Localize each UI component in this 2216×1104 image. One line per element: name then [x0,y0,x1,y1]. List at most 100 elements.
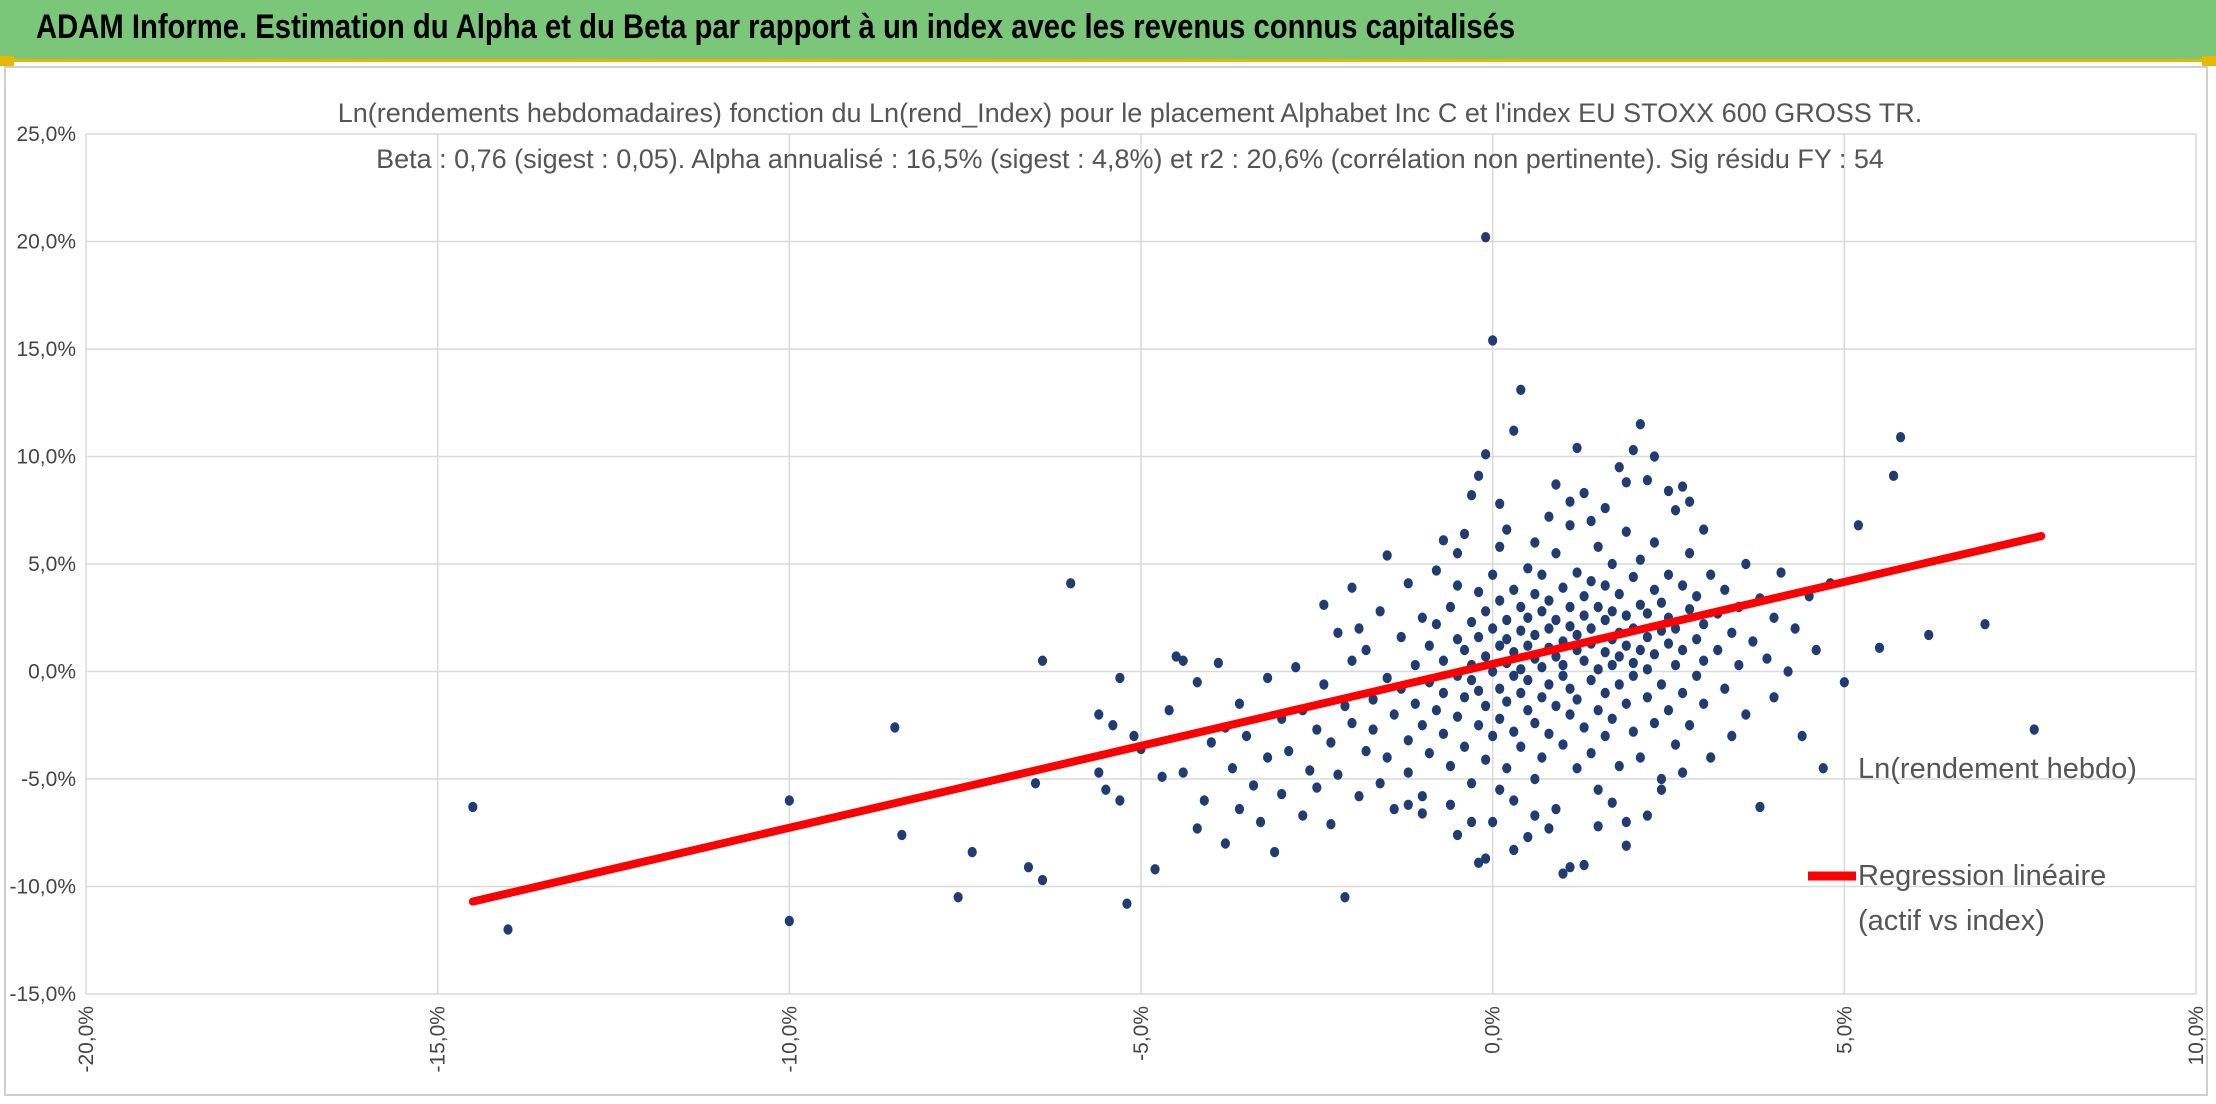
y-tick-label: 15,0% [16,338,76,361]
data-point [1530,773,1540,785]
data-point [1551,803,1561,815]
data-point [1488,569,1498,580]
data-point [1656,679,1667,690]
data-point [1495,683,1505,694]
data-point [1481,232,1491,243]
data-point [1551,614,1561,626]
y-tick-label: 25,0% [16,123,76,146]
data-point [1481,853,1491,864]
data-point [1537,692,1547,703]
data-point [1171,651,1181,662]
data-point [1677,644,1688,656]
data-point [1178,767,1188,778]
data-point [1382,752,1392,763]
data-point [1572,567,1582,578]
data-point [1023,861,1034,873]
data-point [1649,584,1660,595]
legend-label-regression-line2: (actif vs index) [1858,905,2045,937]
data-point [1593,664,1603,675]
data-point [1312,782,1322,793]
data-point [1670,659,1681,671]
data-point [1621,477,1631,488]
data-point [1663,485,1674,497]
data-point [1537,569,1547,580]
data-point [1474,720,1484,731]
data-point [1685,548,1695,559]
data-point [1656,597,1667,608]
data-point [1544,679,1554,690]
data-point [1769,612,1779,623]
data-point [1452,580,1463,591]
data-point [1150,864,1160,875]
data-point [967,846,977,858]
data-point [1368,694,1378,705]
legend-label-regression-line1: Regression linéaire [1858,860,2106,892]
data-point [1523,705,1533,716]
data-point [1481,606,1491,617]
data-point [1326,737,1336,748]
data-point [1649,649,1660,660]
report-header: ADAM Informe. Estimation du Alpha et du … [0,0,2216,62]
data-point [1635,599,1645,611]
data-point [1706,569,1716,580]
data-point [1544,511,1554,522]
data-point [1502,614,1512,626]
data-point [468,801,478,813]
data-point [1354,623,1364,634]
data-point [1621,640,1631,651]
data-point [1488,816,1498,828]
data-point [1445,799,1456,810]
data-point [953,892,963,903]
chart-title: Ln(rendements hebdomadaires) fonction du… [338,98,1923,128]
data-point [1586,748,1596,759]
data-point [1614,462,1624,473]
data-point [1431,619,1441,630]
data-point [1291,662,1301,673]
data-point [1614,679,1624,690]
data-point [1565,496,1575,507]
data-point [1530,629,1540,641]
data-point [1495,640,1505,651]
data-point [1628,444,1638,456]
data-point [1663,638,1674,649]
data-point [1263,752,1273,763]
data-point [1495,713,1505,724]
data-point [1452,634,1463,645]
data-point [1572,694,1582,705]
data-point [1481,700,1491,712]
data-point [1037,874,1048,886]
data-point [1066,578,1076,589]
data-point [1769,692,1779,703]
data-point [1424,640,1434,651]
data-point [1030,778,1041,789]
data-point [1459,741,1470,752]
data-point [1692,670,1702,681]
data-point [1509,844,1519,856]
data-point [1635,644,1645,656]
data-point [1621,816,1631,828]
data-point [1713,644,1723,656]
data-point [1502,524,1512,535]
data-point [1509,726,1519,737]
data-point [1417,791,1427,802]
x-tick-label: -15,0% [427,1006,450,1073]
data-point [1853,520,1863,531]
data-point [1459,528,1470,540]
data-point [1699,655,1709,666]
data-point [1466,616,1477,628]
data-point [1530,588,1540,600]
data-point [1417,720,1427,731]
data-point [1607,659,1617,671]
data-point [1593,784,1603,795]
chart-frame [4,66,2208,1096]
data-point [1896,431,1906,443]
data-point [1122,898,1132,909]
data-point [1438,535,1449,546]
data-point [1403,799,1413,810]
data-point [1741,709,1751,720]
data-point [1488,335,1498,346]
data-point [1382,550,1392,561]
data-point [1600,502,1610,514]
data-point [1530,537,1540,548]
data-point [1417,808,1427,819]
